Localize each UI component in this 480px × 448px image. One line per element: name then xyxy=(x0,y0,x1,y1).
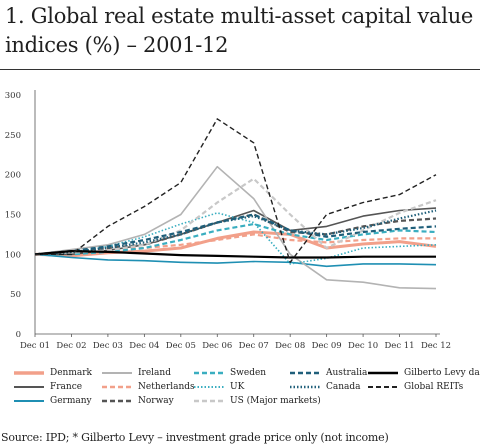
legend-label: Denmark xyxy=(50,367,92,378)
series-line-canada xyxy=(34,209,437,256)
legend-swatch xyxy=(290,385,320,388)
x-tick-label: Dec 09 xyxy=(312,341,342,351)
series-line-ireland xyxy=(34,165,437,290)
legend-label: Netherlands xyxy=(138,381,195,392)
legend-swatch xyxy=(14,399,44,402)
legend-label: Sweden xyxy=(230,367,267,378)
legend-item: Netherlands xyxy=(102,380,195,393)
source-note: Source: IPD; * Gilberto Levy – investmen… xyxy=(1,431,389,444)
y-tick-label: 100 xyxy=(5,250,21,260)
legend-label: Canada xyxy=(326,381,361,392)
legend-swatch xyxy=(194,399,224,402)
legend-item: Gilberto Levy data* xyxy=(368,366,480,379)
x-tick-label: Dec 04 xyxy=(129,341,159,351)
legend-label: France xyxy=(50,381,83,392)
y-tick-label: 150 xyxy=(5,211,21,221)
series-line-germany xyxy=(34,253,437,268)
x-tick-label: Dec 03 xyxy=(93,341,123,351)
chart-legend: Denmark France Germany Ireland Netherlands No… xyxy=(14,366,480,408)
legend-label: Australia xyxy=(326,367,368,378)
line-chart: 0 50 100 150 200 250 300 Dec 01 Dec 02 Dec 03 Dec … xyxy=(5,90,451,351)
legend-swatch xyxy=(290,371,320,374)
x-tick-label: Dec 10 xyxy=(348,341,378,351)
legend-label: Norway xyxy=(138,395,174,406)
series-line-gilberto-levy-data xyxy=(34,250,436,259)
legend-item: Denmark xyxy=(14,366,92,379)
legend-item: Canada xyxy=(290,380,361,393)
legend-label: Global REITs xyxy=(404,381,464,392)
legend-swatch xyxy=(102,371,132,374)
x-tick-label: Dec 08 xyxy=(275,341,305,351)
legend-item: Ireland xyxy=(102,366,171,379)
x-tick-label: Dec 01 xyxy=(20,341,50,351)
legend-swatch xyxy=(14,385,44,388)
legend-swatch xyxy=(368,385,398,388)
legend-swatch xyxy=(102,399,132,402)
legend-item: Germany xyxy=(14,394,92,407)
x-tick-label: Dec 12 xyxy=(421,341,451,351)
legend-label: Ireland xyxy=(138,367,171,378)
legend-item: Sweden xyxy=(194,366,266,379)
legend-swatch xyxy=(368,371,398,374)
legend-label: US (Major markets) xyxy=(230,395,321,406)
y-tick-label: 300 xyxy=(5,91,21,101)
legend-item: UK xyxy=(194,380,244,393)
y-tick-label: 200 xyxy=(5,171,21,181)
x-tick-label: Dec 07 xyxy=(239,341,269,351)
series-line-global-reits xyxy=(35,118,437,264)
y-tick-label: 250 xyxy=(5,131,21,141)
legend-swatch xyxy=(194,371,224,374)
x-tick-label: Dec 06 xyxy=(202,341,232,351)
legend-item: Australia xyxy=(290,366,367,379)
y-tick-label: 0 xyxy=(16,330,21,340)
legend-item: France xyxy=(14,380,82,393)
chart-title: 1. Global real estate multi-asset capita… xyxy=(5,4,474,57)
x-tick-label: Dec 11 xyxy=(384,341,414,351)
x-tick-label: Dec 02 xyxy=(56,341,86,351)
legend-swatch xyxy=(194,385,224,388)
legend-swatch xyxy=(102,385,132,388)
legend-swatch xyxy=(14,370,44,375)
legend-item: Global REITs xyxy=(368,380,463,393)
title-divider xyxy=(0,69,480,70)
legend-label: UK xyxy=(230,381,245,392)
legend-item: US (Major markets) xyxy=(194,394,321,407)
legend-label: Gilberto Levy data* xyxy=(404,367,480,378)
legend-label: Germany xyxy=(50,395,92,406)
x-tick-label: Dec 05 xyxy=(166,341,196,351)
legend-item: Norway xyxy=(102,394,174,407)
y-tick-label: 50 xyxy=(10,290,21,300)
